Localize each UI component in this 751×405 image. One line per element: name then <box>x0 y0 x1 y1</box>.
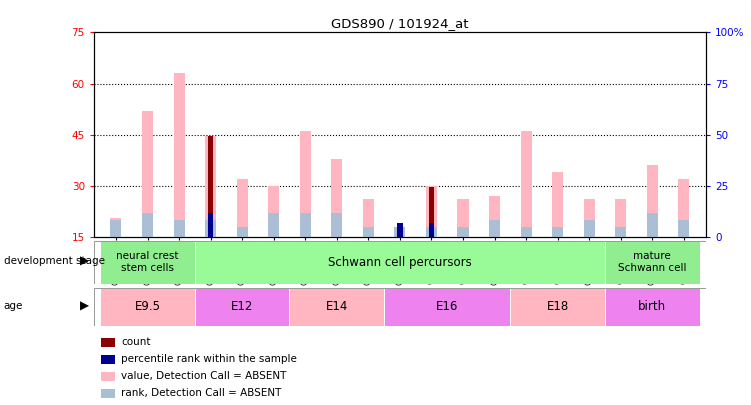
Bar <box>678 179 689 237</box>
Text: E12: E12 <box>231 300 253 313</box>
Bar <box>208 213 213 237</box>
Bar <box>268 213 279 237</box>
Bar <box>520 131 532 237</box>
Bar <box>605 241 700 284</box>
Bar <box>110 220 122 237</box>
Bar <box>173 73 185 237</box>
Bar <box>173 220 185 237</box>
Bar <box>384 288 511 326</box>
Bar <box>397 223 403 237</box>
Bar <box>429 223 434 237</box>
Bar <box>205 220 216 237</box>
Text: ▶: ▶ <box>80 299 89 312</box>
Text: development stage: development stage <box>4 256 104 266</box>
Text: neural crest
stem cells: neural crest stem cells <box>116 252 179 273</box>
Bar <box>426 227 437 237</box>
Bar <box>363 227 374 237</box>
Text: age: age <box>4 301 23 311</box>
Text: E9.5: E9.5 <box>134 300 161 313</box>
Bar <box>142 111 153 237</box>
Bar <box>397 234 403 237</box>
Bar <box>457 227 469 237</box>
Bar <box>363 199 374 237</box>
Bar <box>300 213 311 237</box>
Bar <box>678 220 689 237</box>
Text: count: count <box>121 337 150 347</box>
Bar <box>289 288 384 326</box>
Text: Schwann cell percursors: Schwann cell percursors <box>328 256 472 269</box>
Bar <box>208 136 213 237</box>
Bar <box>100 241 195 284</box>
Bar <box>605 288 700 326</box>
Bar <box>520 227 532 237</box>
Bar <box>511 288 605 326</box>
Bar <box>195 288 289 326</box>
Bar <box>237 227 248 237</box>
Bar <box>142 213 153 237</box>
Title: GDS890 / 101924_at: GDS890 / 101924_at <box>331 17 469 30</box>
Bar <box>205 136 216 237</box>
Bar <box>552 227 563 237</box>
Bar <box>615 227 626 237</box>
Bar <box>237 179 248 237</box>
Bar <box>429 188 434 237</box>
Bar <box>331 213 342 237</box>
Text: percentile rank within the sample: percentile rank within the sample <box>121 354 297 364</box>
Bar <box>426 186 437 237</box>
Bar <box>584 220 595 237</box>
Bar <box>268 186 279 237</box>
Text: E14: E14 <box>326 300 348 313</box>
Bar <box>394 227 406 237</box>
Bar <box>615 199 626 237</box>
Bar <box>552 172 563 237</box>
Text: value, Detection Call = ABSENT: value, Detection Call = ABSENT <box>121 371 286 381</box>
Text: mature
Schwann cell: mature Schwann cell <box>618 252 686 273</box>
Bar <box>110 218 122 237</box>
Bar <box>584 199 595 237</box>
Bar <box>300 131 311 237</box>
Bar <box>647 213 658 237</box>
Bar <box>489 196 500 237</box>
Text: rank, Detection Call = ABSENT: rank, Detection Call = ABSENT <box>121 388 282 398</box>
Bar <box>394 234 406 237</box>
Bar <box>100 288 195 326</box>
Bar <box>489 220 500 237</box>
Text: birth: birth <box>638 300 666 313</box>
Bar <box>647 165 658 237</box>
Bar <box>195 241 605 284</box>
Text: E16: E16 <box>436 300 458 313</box>
Bar <box>331 158 342 237</box>
Text: E18: E18 <box>547 300 569 313</box>
Bar <box>457 199 469 237</box>
Text: ▶: ▶ <box>80 255 89 268</box>
